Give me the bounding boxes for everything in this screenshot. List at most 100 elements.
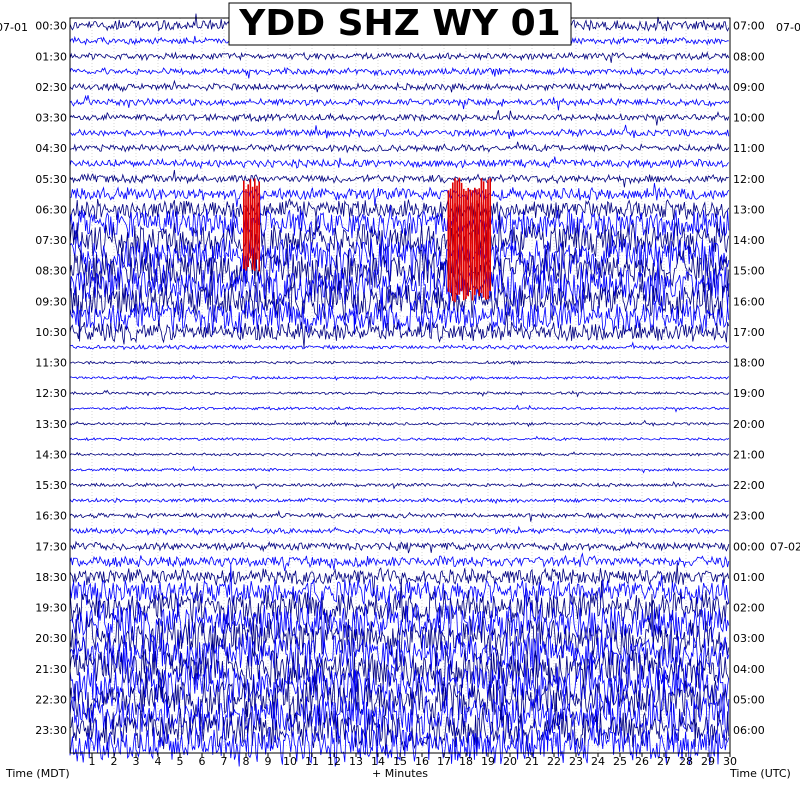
- y-tick-label-right: 14:00: [733, 234, 765, 247]
- x-tick-label: 25: [613, 755, 627, 768]
- y-tick-label-left: 22:30: [35, 693, 67, 706]
- clipped-segment: [243, 208, 260, 272]
- trace-row: [69, 655, 730, 748]
- tick-labels: 1 2 3 4 5 6 7 8 9 10 11 12 13 14 15 16 17 18 19 20 21 22 23 24 2…: [35, 20, 800, 768]
- x-tick-label: 14: [371, 755, 385, 768]
- y-tick-label-left: 12:30: [35, 387, 67, 400]
- x-tick-label: 27: [657, 755, 671, 768]
- y-tick-label-right: 09:00: [733, 81, 765, 94]
- y-tick-label-left: 14:30: [35, 448, 67, 461]
- y-tick-label-right: 13:00: [733, 203, 765, 216]
- trace-row: [69, 241, 730, 307]
- x-tick-label: 23: [569, 755, 583, 768]
- y-tick-label-right: 17:00: [733, 326, 765, 339]
- trace-row: [69, 235, 730, 288]
- y-tick-label-right: 11:00: [733, 142, 765, 155]
- y-tick-label-left: 02:30: [35, 81, 67, 94]
- x-tick-label: 4: [155, 755, 162, 768]
- y-tick-label-right: 05:00: [733, 693, 765, 706]
- trace-row: [69, 389, 730, 398]
- trace-row: [69, 497, 730, 505]
- y-tick-label-left: 11:30: [35, 357, 67, 370]
- x-tick-label: 12: [327, 755, 341, 768]
- trace-row: [69, 169, 729, 188]
- trace-row: [69, 540, 730, 554]
- y-tick-label-right: 06:00: [733, 724, 765, 737]
- x-tick-label: 3: [133, 755, 140, 768]
- y-tick-label-right: 00:00: [733, 540, 765, 553]
- trace-row: [69, 51, 730, 63]
- date-left: 07-01: [0, 21, 28, 34]
- trace-row: [69, 419, 730, 428]
- x-tick-label: 13: [349, 755, 363, 768]
- y-tick-label-right: 03:00: [733, 632, 765, 645]
- trace-row: [69, 110, 730, 126]
- clipped-segment: [447, 239, 491, 303]
- x-tick-label: 28: [679, 755, 693, 768]
- y-tick-label-left: 20:30: [35, 632, 67, 645]
- y-tick-label-left: 10:30: [35, 326, 67, 339]
- trace-row: [69, 215, 730, 265]
- x-tick-label: 16: [415, 755, 429, 768]
- trace-row: [69, 692, 730, 753]
- trace-row: [69, 480, 730, 490]
- y-tick-label-right: 22:00: [733, 479, 765, 492]
- trace-row: [69, 79, 730, 93]
- y-tick-label-right: 19:00: [733, 387, 765, 400]
- y-axis-label-right: Time (UTC): [729, 767, 791, 780]
- trace-row: [69, 509, 729, 522]
- x-tick-label: 22: [547, 755, 561, 768]
- trace-row: [69, 287, 730, 335]
- trace-row: [69, 465, 729, 474]
- trace-row: [69, 563, 730, 597]
- y-tick-label-right: 12:00: [733, 173, 765, 186]
- trace-row: [69, 593, 730, 661]
- y-tick-label-right: 04:00: [733, 663, 765, 676]
- y-tick-label-right: 02:00: [733, 602, 765, 615]
- trace-row: [69, 182, 730, 207]
- y-tick-label-left: 15:30: [35, 479, 67, 492]
- y-tick-label-left: 21:30: [35, 663, 67, 676]
- trace-row: [69, 641, 730, 733]
- y-tick-label-left: 16:30: [35, 510, 67, 523]
- y-tick-label-right: 08:00: [733, 50, 765, 63]
- trace-row: [69, 435, 730, 442]
- x-tick-label: 24: [591, 755, 605, 768]
- date-right-top: 07-0: [776, 21, 800, 34]
- trace-row: [69, 525, 730, 536]
- x-tick-label: 30: [723, 755, 737, 768]
- y-axis-label-left: Time (MDT): [5, 767, 70, 780]
- x-tick-label: 6: [199, 755, 206, 768]
- trace-row: [69, 198, 730, 224]
- trace-row: [69, 404, 730, 413]
- trace-row: [69, 156, 730, 170]
- trace-row: [69, 451, 730, 457]
- y-tick-label-left: 08:30: [35, 265, 67, 278]
- y-tick-label-left: 07:30: [35, 234, 67, 247]
- x-tick-label: 17: [437, 755, 451, 768]
- x-tick-label: 21: [525, 755, 539, 768]
- x-tick-label: 5: [177, 755, 184, 768]
- x-tick-label: 2: [111, 755, 118, 768]
- seismic-traces: [69, 13, 730, 767]
- x-tick-label: 1: [89, 755, 96, 768]
- trace-row: [69, 374, 730, 381]
- y-tick-label-left: 09:30: [35, 295, 67, 308]
- trace-row: [69, 360, 729, 366]
- trace-row: [69, 94, 730, 111]
- y-tick-label-left: 19:30: [35, 602, 67, 615]
- trace-row: [69, 563, 730, 619]
- trace-row: [69, 713, 730, 767]
- trace-row: [69, 66, 730, 79]
- x-tick-label: 7: [221, 755, 228, 768]
- x-tick-label: 29: [701, 755, 715, 768]
- trace-row: [69, 141, 730, 154]
- x-tick-label: 19: [481, 755, 495, 768]
- trace-row: [69, 311, 730, 349]
- x-tick-label: 26: [635, 755, 649, 768]
- y-tick-label-right: 10:00: [733, 112, 765, 125]
- y-tick-label-left: 00:30: [35, 20, 67, 33]
- y-tick-label-left: 03:30: [35, 112, 67, 125]
- date-right-mid: 07-02: [770, 540, 800, 553]
- x-tick-label: 9: [265, 755, 272, 768]
